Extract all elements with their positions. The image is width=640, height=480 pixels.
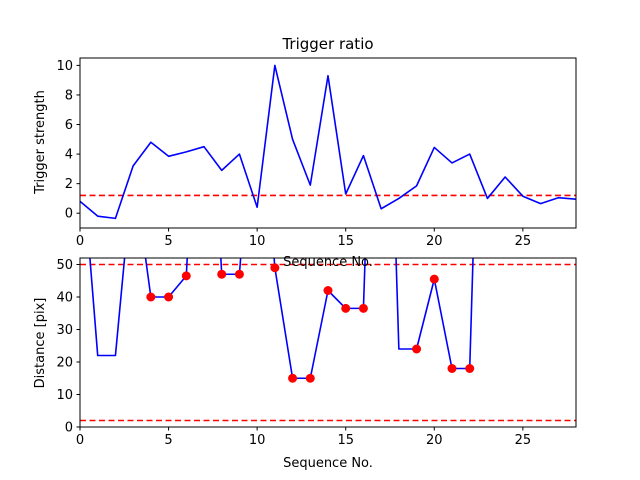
- data-point-marker: [429, 274, 439, 284]
- x-tick-label: 20: [426, 433, 443, 448]
- x-tick-label: 5: [164, 234, 172, 249]
- y-tick-label: 0: [65, 421, 73, 436]
- x-tick-label: 10: [249, 433, 266, 448]
- data-point-marker: [217, 269, 227, 279]
- y-tick-label: 6: [65, 118, 73, 133]
- x-tick-label: 10: [249, 234, 266, 249]
- data-point-marker: [341, 303, 351, 313]
- plot-area: [80, 64, 576, 220]
- y-tick-label: 2: [65, 177, 73, 192]
- y-axis-label: Trigger strength: [33, 90, 48, 195]
- y-tick-label: 0: [65, 207, 73, 222]
- trigger-ratio-panel: Trigger ratio Trigger strength 0 5 10 15 20 2…: [33, 35, 577, 249]
- y-axis-label: Distance [pix]: [33, 298, 48, 389]
- y-tick-label: 20: [56, 356, 73, 371]
- x-tick-label: 0: [76, 433, 84, 448]
- data-point-marker: [412, 344, 422, 354]
- x-tick-label: 15: [337, 234, 354, 249]
- y-tick-label: 4: [65, 148, 73, 163]
- data-point-marker: [323, 286, 333, 295]
- data-point-marker: [447, 364, 457, 373]
- x-tick-label: 0: [76, 234, 84, 249]
- x-axis-label: Sequence No.: [283, 456, 373, 471]
- plot-frame: [79, 257, 577, 428]
- series-line: [89, 258, 474, 380]
- x-tick-label: 25: [515, 433, 532, 448]
- chart-title: Trigger ratio: [281, 35, 373, 53]
- y-tick-label: 10: [56, 388, 73, 403]
- x-tick-label: 25: [515, 234, 532, 249]
- data-point-marker: [465, 364, 475, 373]
- data-point-marker: [305, 373, 315, 383]
- y-tick-label: 10: [56, 59, 73, 74]
- data-point-marker: [358, 303, 368, 313]
- data-point-marker: [270, 263, 280, 273]
- y-tick-label: 50: [56, 258, 73, 273]
- data-point-marker: [234, 269, 244, 279]
- x-tick-label: 20: [426, 234, 443, 249]
- y-tick-label: 30: [56, 323, 73, 338]
- y-tick-label: 8: [65, 88, 73, 103]
- data-point-marker: [181, 271, 191, 281]
- data-point-marker: [146, 292, 156, 302]
- distance-panel: Distance [pix] Sequence No. 0 5 10 15 20 25 0 1…: [33, 257, 577, 471]
- data-point-marker: [164, 292, 174, 302]
- x-tick-label: 15: [337, 433, 354, 448]
- data-point-marker: [288, 373, 298, 383]
- x-axis-label: Sequence No.: [283, 255, 373, 270]
- x-tick-label: 5: [164, 433, 172, 448]
- y-tick-label: 40: [56, 291, 73, 306]
- plot-area: [80, 258, 576, 422]
- plot-frame: [79, 57, 577, 229]
- series-line: [80, 64, 576, 220]
